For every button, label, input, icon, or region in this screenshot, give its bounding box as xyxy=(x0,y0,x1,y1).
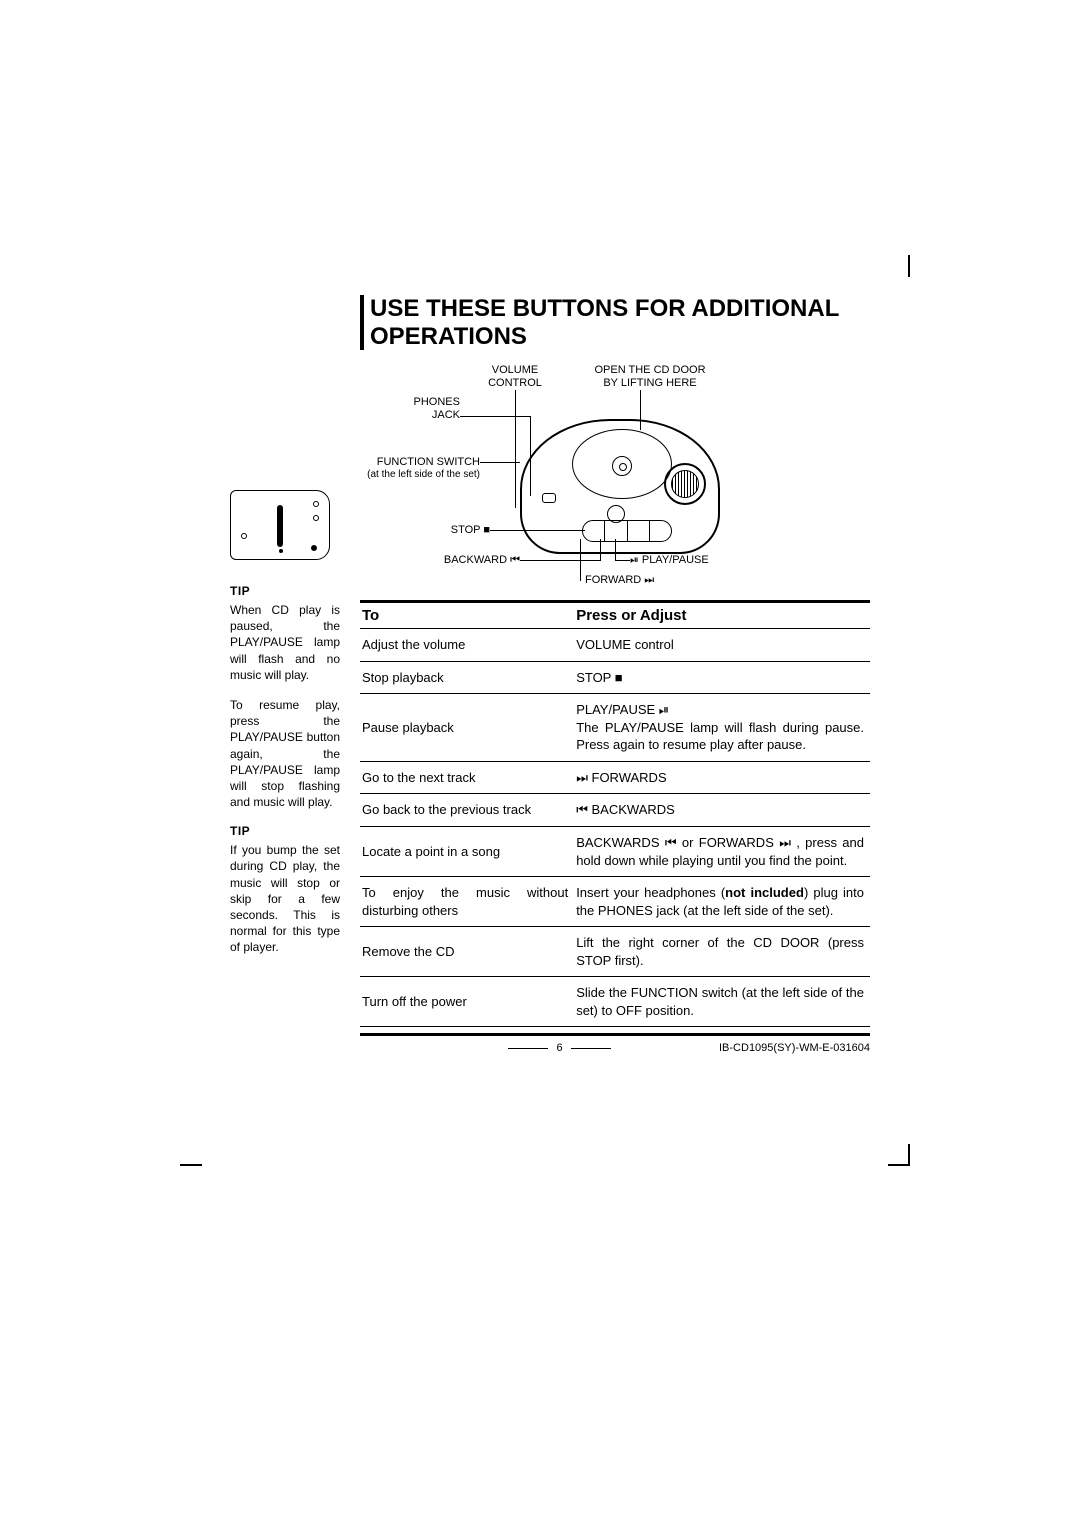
footer: 6 IB-CD1095(SY)-WM-E-031604 xyxy=(360,1042,870,1054)
table-row: Go to the next track⏭ FORWARDS xyxy=(360,761,870,794)
label-phones: PHONESJACK xyxy=(360,396,460,421)
crop-mark xyxy=(888,255,910,277)
crop-mark xyxy=(888,1144,910,1166)
table-row: Pause playbackPLAY/PAUSE ⏯The PLAY/PAUSE… xyxy=(360,694,870,762)
doc-code: IB-CD1095(SY)-WM-E-031604 xyxy=(719,1042,870,1054)
divider xyxy=(360,1033,870,1036)
operations-table: To Press or Adjust Adjust the volumeVOLU… xyxy=(360,603,870,1027)
table-row: Stop playbackSTOP ■ xyxy=(360,661,870,694)
label-backward: BACKWARD ⏮ xyxy=(400,554,520,567)
page-title: USE THESE BUTTONS FOR ADDITIONAL OPERATI… xyxy=(360,295,870,350)
table-row: Locate a point in a songBACKWARDS ⏮ or F… xyxy=(360,827,870,877)
label-volume: VOLUMECONTROL xyxy=(475,364,555,389)
label-forward: FORWARD ⏭ xyxy=(585,574,735,587)
label-function-note: (at the left side of the set) xyxy=(340,469,480,481)
side-illustration xyxy=(230,490,330,560)
label-open: OPEN THE CD DOORBY LIFTING HERE xyxy=(570,364,730,389)
tip-para: If you bump the set during CD play, the … xyxy=(230,842,340,955)
col-to: To xyxy=(360,603,574,629)
tip-heading: TIP xyxy=(230,824,340,838)
col-press: Press or Adjust xyxy=(574,603,870,629)
tip-heading: TIP xyxy=(230,584,340,598)
page-number: 6 xyxy=(400,1042,719,1054)
label-function: FUNCTION SWITCH xyxy=(340,456,480,469)
table-row: Turn off the powerSlide the FUNCTION swi… xyxy=(360,977,870,1027)
tip-para: To resume play, press the PLAY/PAUSE but… xyxy=(230,697,340,810)
table-row: Adjust the volumeVOLUME control xyxy=(360,629,870,662)
sidebar: TIP When CD play is paused, the PLAY/PAU… xyxy=(230,490,340,970)
table-row: To enjoy the music without disturbing ot… xyxy=(360,877,870,927)
table-row: Go back to the previous track⏮ BACKWARDS xyxy=(360,794,870,827)
device-outline xyxy=(520,419,720,554)
device-diagram: VOLUMECONTROL OPEN THE CD DOORBY LIFTING… xyxy=(360,364,870,594)
main-column: USE THESE BUTTONS FOR ADDITIONAL OPERATI… xyxy=(360,295,870,1054)
crop-mark xyxy=(180,1144,202,1166)
tip-para: When CD play is paused, the PLAY/PAUSE l… xyxy=(230,602,340,683)
label-stop: STOP ■ xyxy=(410,524,490,537)
table-row: Remove the CDLift the right corner of th… xyxy=(360,927,870,977)
label-playpause: ⏯ PLAY/PAUSE xyxy=(630,554,780,567)
